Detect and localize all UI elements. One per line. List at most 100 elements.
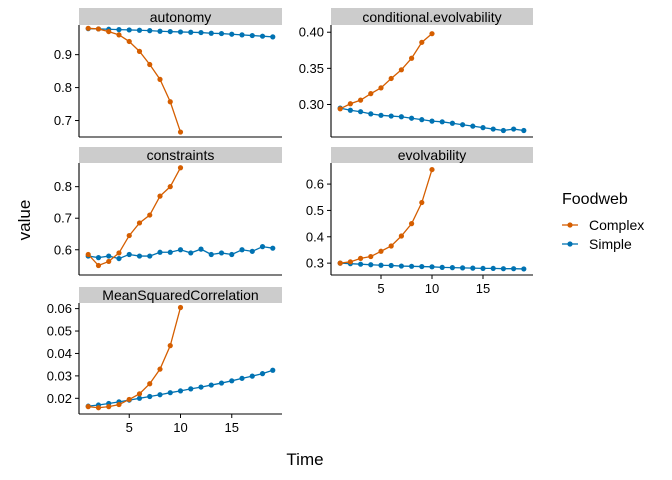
y-tick-label: 0.4 xyxy=(306,229,324,244)
data-point-simple xyxy=(239,375,245,381)
data-point-simple xyxy=(198,384,204,390)
data-point-simple xyxy=(136,395,143,401)
data-point-simple xyxy=(270,34,276,40)
data-point-simple xyxy=(439,264,445,270)
data-point-simple xyxy=(177,388,184,394)
data-point-simple xyxy=(208,382,214,388)
y-tick-label: 0.3 xyxy=(306,256,324,271)
data-point-simple xyxy=(188,250,194,256)
data-point-complex xyxy=(378,248,384,254)
y-tick-label: 0.03 xyxy=(47,368,72,383)
data-point-simple xyxy=(429,264,435,270)
data-point-simple xyxy=(347,107,353,113)
data-point-complex xyxy=(167,99,173,105)
data-point-complex xyxy=(157,76,163,82)
data-point-complex xyxy=(419,39,425,45)
data-point-simple xyxy=(460,265,466,271)
series-line-complex xyxy=(88,307,182,409)
series-line-complex xyxy=(340,169,433,264)
facet-strip xyxy=(79,147,282,163)
data-point-simple xyxy=(106,253,112,259)
data-point-simple xyxy=(378,262,384,268)
legend-label: Simple xyxy=(589,236,632,252)
panel-autonomy: autonomy 0.7 0.8 0.9 xyxy=(54,8,282,138)
y-tick-label: 0.6 xyxy=(54,242,72,257)
legend-title: Foodweb xyxy=(562,191,628,208)
data-point-simple xyxy=(249,32,255,39)
data-point-simple xyxy=(419,117,425,123)
facet-strip xyxy=(331,8,533,25)
data-point-complex xyxy=(116,250,122,256)
y-tick-label: 0.6 xyxy=(306,177,324,192)
data-point-simple xyxy=(408,115,415,121)
y-tick-label: 0.06 xyxy=(47,301,72,316)
data-point-simple xyxy=(167,28,173,35)
legend-key-point xyxy=(567,222,573,228)
data-point-simple xyxy=(177,29,184,35)
facet-panels: autonomy 0.7 0.8 0.9 conditional.evolvabilit… xyxy=(47,8,533,435)
data-point-simple xyxy=(188,29,194,35)
data-point-simple xyxy=(357,261,364,267)
facet-title: autonomy xyxy=(150,9,211,25)
y-tick-label: 0.40 xyxy=(299,25,324,40)
data-point-simple xyxy=(398,114,404,120)
data-point-complex xyxy=(95,405,102,411)
data-point-simple xyxy=(419,263,425,270)
data-point-simple xyxy=(218,380,225,386)
legend-label: Complex xyxy=(589,217,644,233)
data-point-simple xyxy=(229,31,235,37)
data-point-simple xyxy=(511,266,517,272)
data-point-complex xyxy=(106,28,112,35)
data-point-simple xyxy=(259,33,266,39)
panel-meansquaredcorrelation: MeanSquaredCorrelation 0.02 0.03 0.04 0.05 0.… xyxy=(47,287,282,435)
data-point-simple xyxy=(259,244,266,250)
data-point-complex xyxy=(398,233,404,239)
x-tick-label: 10 xyxy=(173,420,187,435)
data-point-complex xyxy=(177,304,184,311)
data-point-complex xyxy=(85,404,91,410)
y-tick-label: 0.5 xyxy=(306,203,324,218)
data-point-simple xyxy=(239,247,245,253)
facet-title: constraints xyxy=(147,147,215,163)
data-point-complex xyxy=(167,343,173,349)
data-point-simple xyxy=(259,371,266,377)
data-point-simple xyxy=(470,265,476,271)
x-axis-title: Time xyxy=(286,450,323,469)
data-point-simple xyxy=(398,263,404,269)
data-point-complex xyxy=(116,32,122,38)
data-point-complex xyxy=(147,61,153,68)
data-point-simple xyxy=(408,263,415,269)
facet-title: conditional.evolvability xyxy=(362,9,501,25)
data-point-simple xyxy=(147,253,153,259)
data-point-complex xyxy=(106,258,112,265)
data-point-complex xyxy=(408,221,415,227)
data-point-simple xyxy=(95,255,102,261)
y-tick-label: 0.7 xyxy=(54,113,72,128)
y-tick-label: 0.04 xyxy=(47,346,72,361)
data-point-complex xyxy=(408,55,415,61)
y-tick-label: 0.8 xyxy=(54,179,72,194)
data-point-simple xyxy=(270,245,276,251)
facet-strip xyxy=(79,8,282,25)
data-point-simple xyxy=(500,266,507,272)
data-point-simple xyxy=(198,246,204,252)
data-point-complex xyxy=(147,212,153,218)
data-point-simple xyxy=(198,29,204,36)
data-point-simple xyxy=(147,28,153,34)
data-point-complex xyxy=(85,25,91,31)
data-point-simple xyxy=(157,28,163,34)
data-point-simple xyxy=(177,247,184,253)
y-tick-label: 0.35 xyxy=(299,61,324,76)
y-tick-label: 0.9 xyxy=(54,47,72,62)
data-point-complex xyxy=(136,391,143,397)
panel-constraints: constraints 0.6 0.7 0.8 xyxy=(54,147,282,276)
data-point-simple xyxy=(368,111,374,117)
data-point-simple xyxy=(368,262,374,268)
data-point-simple xyxy=(388,262,394,269)
data-point-simple xyxy=(429,118,435,124)
data-point-complex xyxy=(106,404,112,410)
data-point-simple xyxy=(208,30,214,36)
data-point-complex xyxy=(177,129,184,135)
data-point-complex xyxy=(147,381,153,387)
y-tick-label: 0.7 xyxy=(54,211,72,226)
